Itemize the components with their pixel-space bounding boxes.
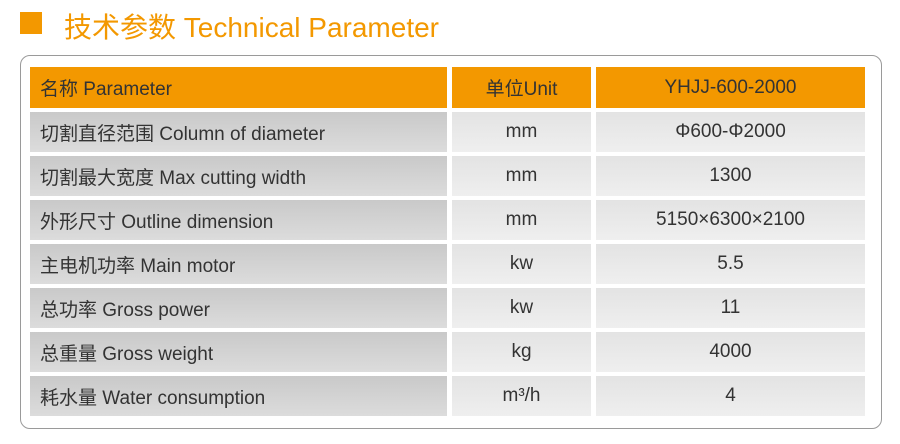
unit: kw bbox=[452, 288, 591, 328]
unit: mm bbox=[452, 156, 591, 196]
column-header: YHJJ-600-2000 bbox=[596, 67, 865, 108]
parameter-name: 外形尺寸 Outline dimension bbox=[30, 200, 447, 240]
page-title: 技术参数 Technical Parameter bbox=[64, 12, 440, 43]
parameter-name: 切割直径范围 Column of diameter bbox=[30, 112, 447, 152]
parameter-name: 总功率 Gross power bbox=[30, 288, 447, 328]
unit: m³/h bbox=[452, 376, 591, 416]
value: 1300 bbox=[596, 156, 865, 196]
table-frame bbox=[20, 55, 882, 429]
parameter-table: 名称 Parameter 单位Unit YHJJ-600-2000 切割直径范围… bbox=[30, 67, 865, 416]
parameter-name: 主电机功率 Main motor bbox=[30, 244, 447, 284]
unit: kg bbox=[452, 332, 591, 372]
unit: mm bbox=[452, 112, 591, 152]
value: 4 bbox=[596, 376, 865, 416]
unit: mm bbox=[452, 200, 591, 240]
value: 4000 bbox=[596, 332, 865, 372]
parameter-name: 耗水量 Water consumption bbox=[30, 376, 447, 416]
value: 11 bbox=[596, 288, 865, 328]
parameter-name: 总重量 Gross weight bbox=[30, 332, 447, 372]
column-header: 单位Unit bbox=[452, 67, 591, 108]
value: 5150×6300×2100 bbox=[596, 200, 865, 240]
unit: kw bbox=[452, 244, 591, 284]
parameter-name: 切割最大宽度 Max cutting width bbox=[30, 156, 447, 196]
value: 5.5 bbox=[596, 244, 865, 284]
value: Φ600-Φ2000 bbox=[596, 112, 865, 152]
column-header: 名称 Parameter bbox=[30, 67, 447, 108]
title-marker bbox=[20, 12, 42, 34]
